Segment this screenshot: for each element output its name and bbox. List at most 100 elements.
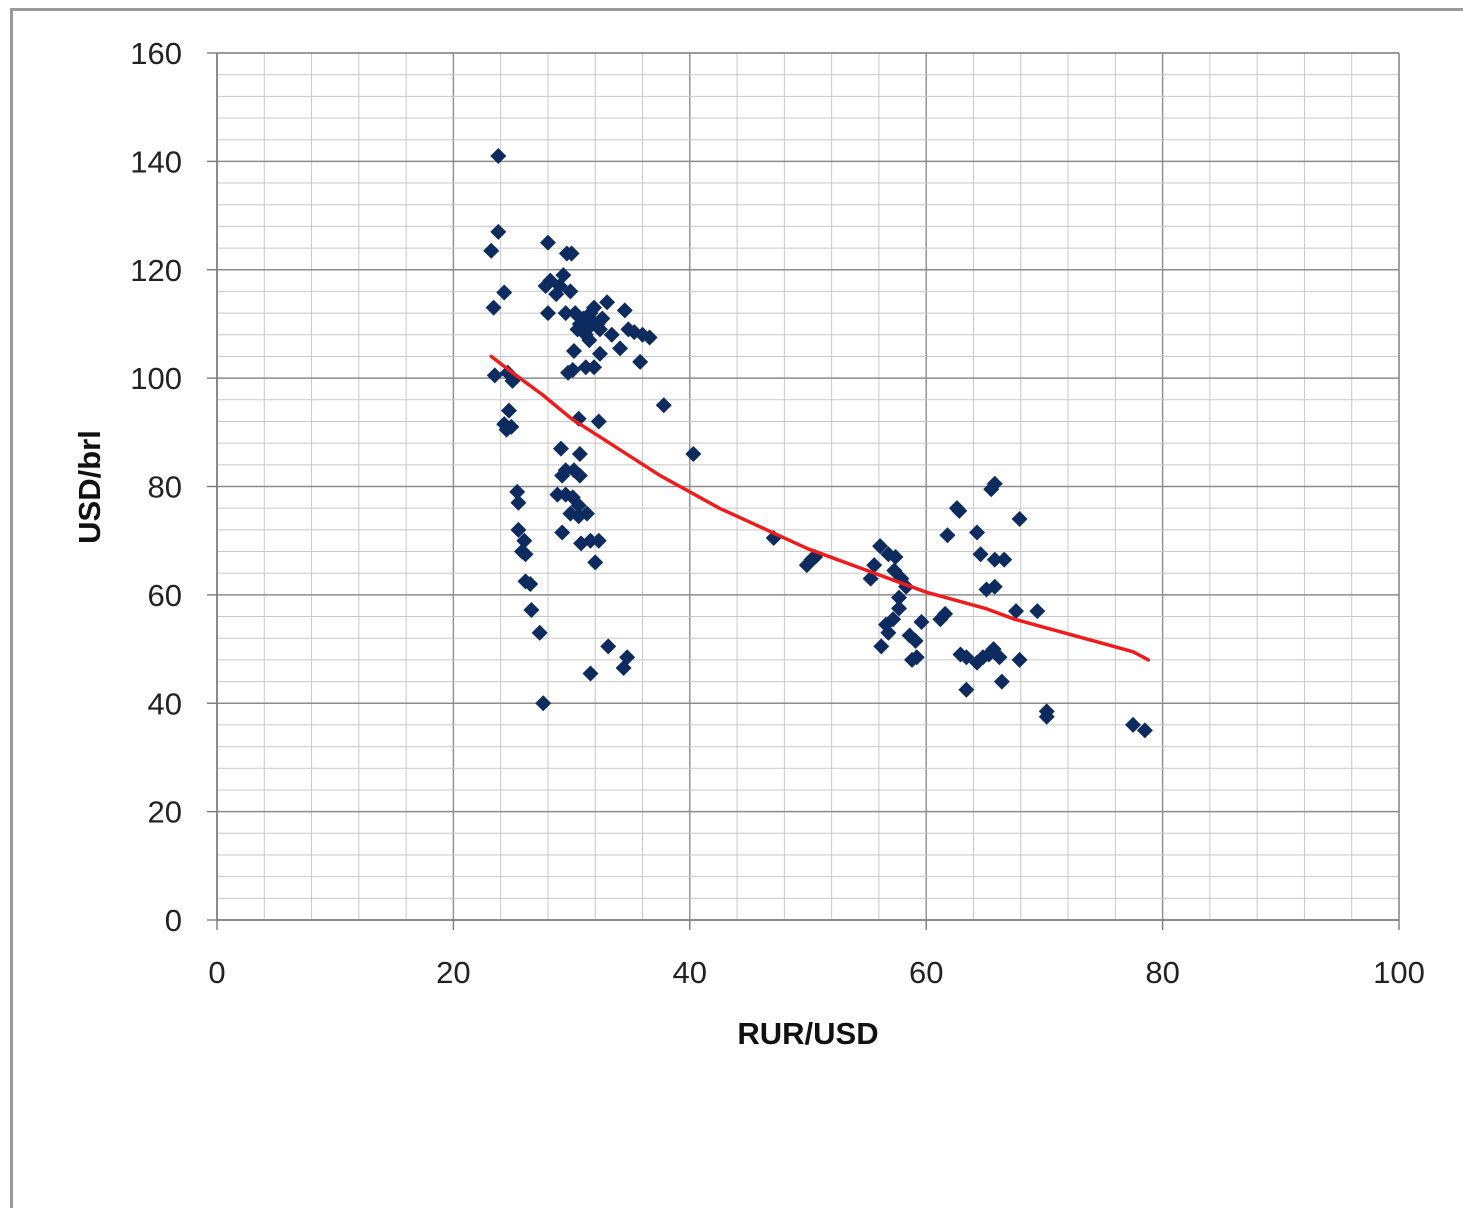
y-tick-label: 120 — [130, 253, 182, 288]
data-point — [1011, 651, 1028, 668]
data-point — [913, 613, 930, 630]
y-tick-label: 0 — [165, 903, 182, 938]
data-point — [557, 305, 574, 322]
data-point — [483, 242, 500, 259]
data-point — [490, 147, 507, 164]
data-point — [570, 497, 587, 514]
data-point — [600, 638, 617, 655]
data-point — [591, 345, 608, 362]
trendline-path — [489, 354, 1151, 662]
y-axis-title: USD/brl — [72, 430, 107, 544]
data-point — [939, 527, 956, 544]
x-tick-label: 60 — [909, 955, 943, 990]
data-point — [991, 649, 1008, 666]
x-tick-labels: 0 20 40 60 80 100 — [208, 955, 1424, 990]
data-point — [986, 578, 1003, 595]
data-point — [551, 278, 568, 295]
y-tick-label: 140 — [130, 144, 182, 179]
data-point — [641, 329, 658, 346]
y-tick-label: 160 — [130, 36, 182, 71]
data-point — [986, 475, 1003, 492]
data-point — [1008, 603, 1025, 620]
data-point — [591, 321, 608, 338]
data-point — [570, 508, 587, 525]
data-point — [577, 359, 594, 376]
data-point — [969, 524, 986, 541]
y-tick-label: 40 — [148, 686, 182, 721]
data-point — [586, 359, 603, 376]
data-point — [891, 589, 908, 606]
data-point — [582, 665, 599, 682]
data-point — [873, 638, 890, 655]
data-point — [1011, 511, 1028, 528]
data-point — [516, 532, 533, 549]
grid-lines — [216, 52, 1400, 921]
data-point — [522, 576, 539, 593]
data-point — [887, 548, 904, 565]
y-tick-label: 60 — [148, 578, 182, 613]
data-point — [1125, 716, 1142, 733]
data-point — [612, 340, 629, 357]
x-tick-label: 100 — [1373, 955, 1425, 990]
data-point — [485, 299, 502, 316]
data-point — [552, 440, 569, 457]
axes — [207, 52, 1400, 930]
data-point — [496, 284, 513, 301]
data-point — [564, 361, 581, 378]
data-point — [958, 681, 975, 698]
data-point — [582, 532, 599, 549]
data-point — [986, 551, 1003, 568]
data-point — [581, 332, 598, 349]
data-point — [590, 532, 607, 549]
x-tick-label: 80 — [1145, 955, 1179, 990]
data-point — [937, 605, 954, 622]
data-point — [500, 402, 517, 419]
x-axis-title: RUR/USD — [737, 1016, 878, 1051]
data-point — [549, 486, 566, 503]
data-point — [599, 294, 616, 311]
data-point — [517, 546, 534, 563]
data-point — [1038, 708, 1055, 725]
data-point — [510, 521, 527, 538]
data-point — [539, 234, 556, 251]
data-point — [972, 546, 989, 563]
data-points — [483, 147, 1153, 739]
data-point — [590, 413, 607, 430]
data-point — [563, 245, 580, 262]
data-point — [554, 524, 571, 541]
data-point — [603, 326, 620, 343]
data-point — [958, 649, 975, 666]
data-point — [872, 538, 889, 555]
y-tick-labels: 0 20 40 60 80 100 120 140 160 — [130, 36, 182, 938]
data-point — [509, 483, 526, 500]
data-point — [571, 445, 588, 462]
scatter-chart: 0 20 40 60 80 100 0 20 40 60 80 100 120 140 160 RUR/U… — [72, 36, 1425, 1051]
data-point — [996, 551, 1013, 568]
data-point — [503, 418, 520, 435]
data-point — [523, 602, 540, 619]
data-point — [1029, 603, 1046, 620]
data-point — [655, 397, 672, 414]
data-point — [510, 494, 527, 511]
data-point — [586, 299, 603, 316]
data-point — [554, 467, 571, 484]
data-point — [562, 283, 579, 300]
data-point — [951, 502, 968, 519]
y-tick-label: 20 — [148, 795, 182, 830]
y-tick-label: 100 — [130, 361, 182, 396]
data-point — [486, 367, 503, 384]
data-point — [685, 445, 702, 462]
data-point — [891, 600, 908, 617]
data-point — [531, 624, 548, 641]
data-point — [565, 343, 582, 360]
data-point — [587, 554, 604, 571]
data-point — [866, 557, 883, 574]
data-point — [907, 632, 924, 649]
trendline — [489, 354, 1151, 662]
data-point — [571, 467, 588, 484]
data-point — [616, 302, 633, 319]
chart-frame — [10, 8, 1463, 1208]
data-point — [490, 223, 507, 240]
x-tick-label: 0 — [208, 955, 225, 990]
data-point — [1136, 722, 1153, 739]
